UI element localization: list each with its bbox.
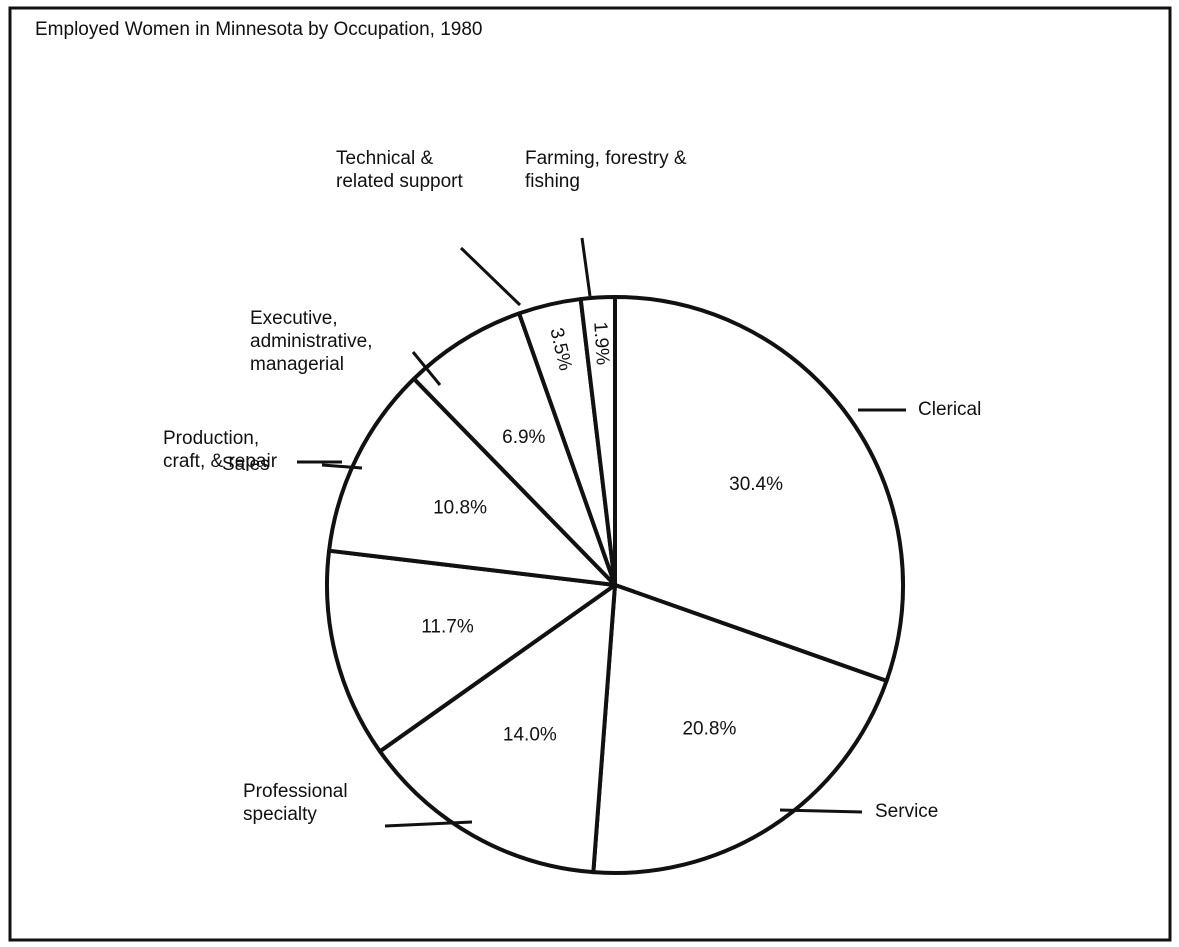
pie-slice (591, 583, 889, 875)
leader-line (384, 820, 473, 828)
pie-slice (377, 583, 617, 875)
value-label: 14.0% (503, 724, 557, 745)
category-label: Service (875, 801, 939, 822)
value-label: 6.9% (502, 427, 545, 448)
value-label: 10.8% (433, 498, 487, 519)
category-label: Production, craft, & repair (163, 428, 278, 472)
category-label: Farming, forestry & fishing (525, 148, 687, 192)
category-label: Professional specialty (243, 781, 348, 825)
category-label: Technical & related support (336, 148, 463, 192)
pie-slice (578, 295, 617, 587)
leader-line (321, 463, 363, 470)
leader-line (779, 808, 863, 814)
leader-line (459, 246, 522, 307)
value-label: 30.4% (729, 474, 783, 495)
pie-slice (411, 311, 617, 587)
pie-slice (325, 548, 617, 754)
pie-slice (327, 376, 617, 587)
value-label: 11.7% (421, 616, 474, 637)
chart-title: Employed Women in Minnesota by Occupatio… (35, 19, 482, 40)
leader-line (580, 237, 592, 297)
category-label: Executive, administrative, managerial (250, 308, 373, 375)
category-label: Sales (222, 454, 270, 475)
frame (8, 6, 1172, 942)
value-label: 20.8% (682, 719, 736, 740)
pie-slice (613, 295, 905, 683)
category-label: Clerical (918, 399, 982, 420)
leader-line (411, 351, 442, 386)
value-label: 1.9% (589, 321, 613, 366)
